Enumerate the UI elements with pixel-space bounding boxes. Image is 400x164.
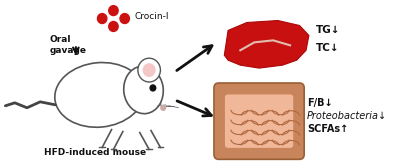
Circle shape (161, 105, 166, 110)
Ellipse shape (55, 62, 144, 127)
Text: Oral
gavage: Oral gavage (50, 35, 87, 55)
Ellipse shape (124, 66, 163, 114)
FancyBboxPatch shape (224, 94, 294, 148)
Circle shape (109, 21, 118, 31)
Text: SCFAs↑: SCFAs↑ (307, 124, 348, 134)
Circle shape (138, 58, 160, 82)
Polygon shape (224, 20, 309, 68)
Text: Proteobacteria↓: Proteobacteria↓ (307, 111, 387, 121)
Text: TG↓: TG↓ (316, 25, 340, 35)
Text: TC↓: TC↓ (316, 43, 339, 53)
Circle shape (120, 14, 130, 23)
Circle shape (150, 85, 156, 91)
Text: HFD-induced mouse: HFD-induced mouse (44, 148, 146, 157)
Circle shape (98, 14, 107, 23)
FancyBboxPatch shape (214, 83, 304, 159)
Circle shape (109, 6, 118, 16)
Circle shape (142, 63, 156, 77)
Text: Crocin-I: Crocin-I (134, 12, 169, 21)
Text: F/B↓: F/B↓ (307, 98, 333, 108)
